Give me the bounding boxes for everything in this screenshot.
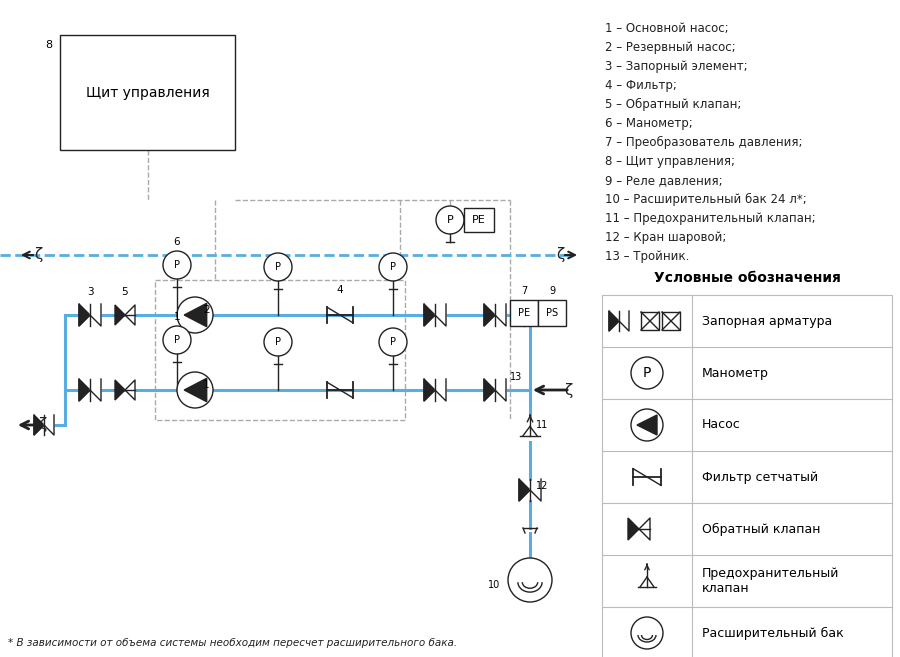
Text: 10 – Расширительный бак 24 л*;: 10 – Расширительный бак 24 л*; — [605, 193, 806, 206]
Text: 1 – Основной насос;: 1 – Основной насос; — [605, 22, 729, 35]
Text: Щит управления: Щит управления — [86, 85, 210, 99]
Circle shape — [631, 357, 663, 389]
Text: 12 – Кран шаровой;: 12 – Кран шаровой; — [605, 231, 726, 244]
Text: 4: 4 — [337, 285, 343, 295]
Text: 7: 7 — [521, 286, 527, 296]
Polygon shape — [495, 304, 506, 326]
Bar — [155, 280, 405, 420]
Polygon shape — [435, 379, 446, 401]
Circle shape — [379, 328, 407, 356]
Text: 1: 1 — [174, 312, 180, 322]
Text: ζ: ζ — [564, 382, 572, 397]
Text: 12: 12 — [536, 481, 548, 491]
Text: 1: 1 — [203, 380, 210, 390]
Polygon shape — [609, 311, 619, 331]
Bar — [602, 295, 892, 657]
Text: Расширительный бак: Расширительный бак — [702, 627, 844, 639]
Text: 3: 3 — [86, 287, 94, 297]
Polygon shape — [519, 479, 530, 501]
Text: PE: PE — [518, 308, 530, 318]
Text: Условные обозначения: Условные обозначения — [653, 271, 841, 285]
Text: P: P — [174, 260, 180, 270]
Text: P: P — [275, 337, 281, 347]
Text: * В зависимости от объема системы необходим пересчет расширительного бака.: * В зависимости от объема системы необхо… — [8, 638, 457, 648]
Text: Предохранительный
клапан: Предохранительный клапан — [702, 567, 840, 595]
Text: P: P — [275, 262, 281, 272]
Polygon shape — [44, 415, 54, 435]
Polygon shape — [115, 305, 125, 325]
Polygon shape — [619, 311, 629, 331]
Circle shape — [631, 409, 663, 441]
Text: ζ: ζ — [34, 248, 42, 263]
Text: 2: 2 — [203, 305, 210, 315]
Bar — [464, 208, 494, 232]
Text: PE: PE — [472, 215, 486, 225]
Text: 2 – Резервный насос;: 2 – Резервный насос; — [605, 41, 735, 54]
Text: ζ: ζ — [38, 417, 46, 432]
Circle shape — [379, 253, 407, 281]
Text: P: P — [390, 337, 396, 347]
Bar — [538, 300, 566, 326]
Text: 11: 11 — [536, 420, 548, 430]
Text: Манометр: Манометр — [702, 367, 769, 380]
Polygon shape — [424, 304, 435, 326]
Polygon shape — [79, 379, 90, 401]
Text: 5: 5 — [122, 287, 129, 297]
Text: P: P — [174, 335, 180, 345]
Text: 3 – Запорный элемент;: 3 – Запорный элемент; — [605, 60, 748, 73]
Text: 13: 13 — [509, 372, 522, 382]
Text: ζ: ζ — [556, 248, 564, 263]
Text: Запорная арматура: Запорная арматура — [702, 315, 832, 327]
Circle shape — [508, 558, 552, 602]
Text: P: P — [390, 262, 396, 272]
Polygon shape — [637, 415, 657, 435]
Text: 6: 6 — [174, 237, 180, 247]
Text: 6 – Манометр;: 6 – Манометр; — [605, 117, 693, 130]
Text: 9 – Реле давления;: 9 – Реле давления; — [605, 174, 723, 187]
Polygon shape — [79, 304, 90, 326]
Text: 4 – Фильтр;: 4 – Фильтр; — [605, 79, 677, 92]
Text: P: P — [643, 366, 652, 380]
Text: 13 – Тройник.: 13 – Тройник. — [605, 250, 689, 263]
Text: 7 – Преобразователь давления;: 7 – Преобразователь давления; — [605, 136, 803, 149]
Circle shape — [163, 326, 191, 354]
Polygon shape — [125, 305, 135, 325]
Polygon shape — [125, 380, 135, 400]
Text: 9: 9 — [549, 286, 555, 296]
Polygon shape — [184, 378, 207, 401]
Circle shape — [631, 617, 663, 649]
Text: PS: PS — [546, 308, 558, 318]
Polygon shape — [184, 304, 207, 327]
Circle shape — [163, 251, 191, 279]
Text: 8: 8 — [45, 40, 52, 50]
Text: Насос: Насос — [702, 419, 741, 432]
Bar — [60, 35, 235, 150]
Circle shape — [264, 253, 292, 281]
Bar — [510, 300, 538, 326]
Circle shape — [177, 372, 213, 408]
Text: 8 – Щит управления;: 8 – Щит управления; — [605, 155, 735, 168]
Polygon shape — [435, 304, 446, 326]
Text: Обратный клапан: Обратный клапан — [702, 522, 821, 535]
Text: 5 – Обратный клапан;: 5 – Обратный клапан; — [605, 98, 742, 111]
Text: Фильтр сетчатый: Фильтр сетчатый — [702, 470, 818, 484]
Polygon shape — [495, 379, 506, 401]
Text: P: P — [446, 215, 454, 225]
Polygon shape — [484, 304, 495, 326]
Circle shape — [177, 297, 213, 333]
Circle shape — [436, 206, 464, 234]
Polygon shape — [484, 379, 495, 401]
Polygon shape — [628, 518, 639, 540]
Polygon shape — [424, 379, 435, 401]
Polygon shape — [639, 518, 650, 540]
Polygon shape — [115, 380, 125, 400]
Circle shape — [264, 328, 292, 356]
Polygon shape — [34, 415, 44, 435]
Text: 11 – Предохранительный клапан;: 11 – Предохранительный клапан; — [605, 212, 815, 225]
Polygon shape — [90, 379, 101, 401]
Polygon shape — [530, 479, 541, 501]
Polygon shape — [90, 304, 101, 326]
Text: 10: 10 — [488, 580, 500, 590]
